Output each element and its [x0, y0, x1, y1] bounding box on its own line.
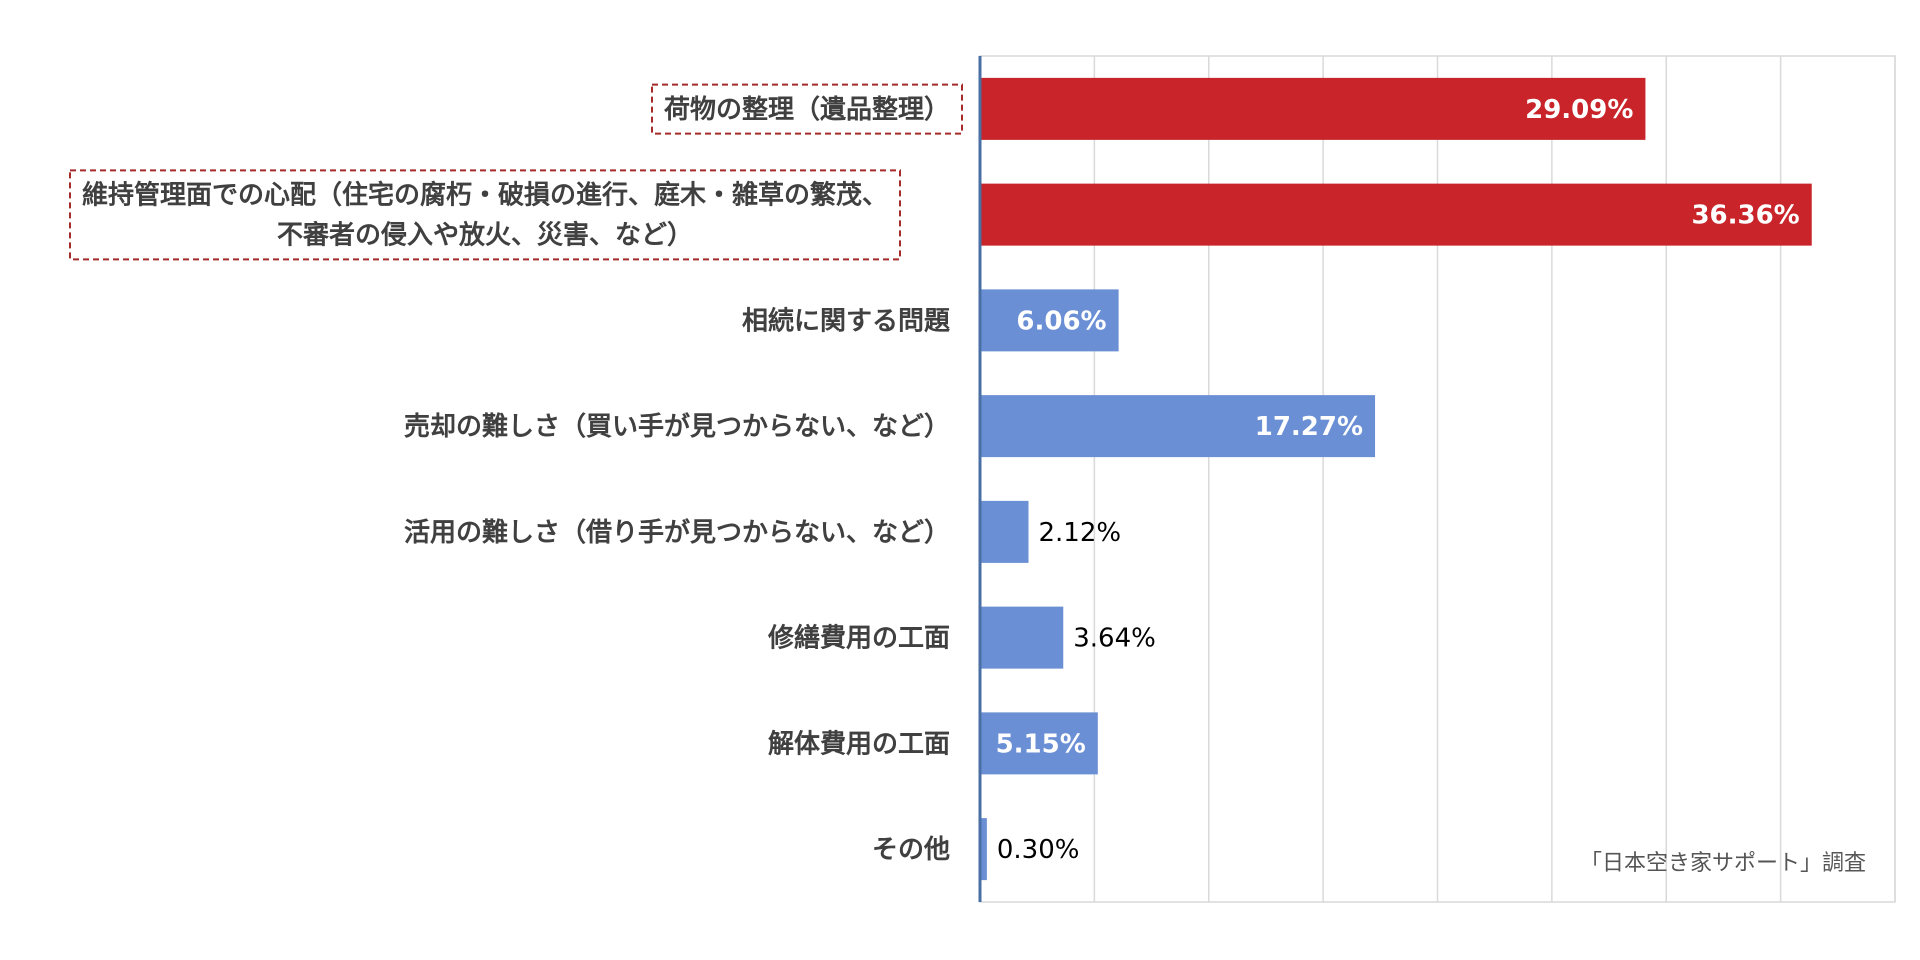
category-label-line: 不審者の侵入や放火、災害、など）: [277, 220, 693, 251]
data-label: 3.64%: [1073, 624, 1156, 654]
bar: [980, 289, 1119, 352]
category-label: 修繕費用の工面: [767, 623, 950, 654]
bar: [980, 183, 1812, 246]
category-label: 売却の難しさ（買い手が見つからない、など）: [404, 411, 950, 442]
source-note: 「日本空き家サポート」調査: [1579, 851, 1866, 876]
category-label-line: 活用の難しさ（借り手が見つからない、など）: [404, 517, 950, 548]
category-label: 活用の難しさ（借り手が見つからない、など）: [404, 517, 950, 548]
category-label: 解体費用の工面: [768, 729, 950, 759]
category-label-line: その他: [872, 835, 950, 865]
data-label: 6.06%: [1016, 306, 1106, 336]
bar: [980, 606, 1064, 669]
data-label: 29.09%: [1525, 95, 1633, 125]
highlight-box: [68, 169, 902, 261]
category-label: 維持管理面での心配（住宅の腐朽・破損の進行、庭木・雑草の繁茂、不審者の侵入や放火…: [82, 180, 888, 251]
data-label: 0.30%: [997, 835, 1080, 865]
highlight-box: [650, 83, 963, 135]
category-label-line: 相続に関する問題: [742, 305, 951, 336]
bar: [980, 500, 1029, 563]
category-label: 相続に関する問題: [742, 305, 951, 336]
category-label-line: 荷物の整理（遺品整理）: [664, 94, 950, 125]
category-label-line: 維持管理面での心配（住宅の腐朽・破損の進行、庭木・雑草の繁茂、: [82, 180, 888, 211]
category-label: 荷物の整理（遺品整理）: [664, 94, 950, 125]
bar: [980, 712, 1098, 775]
category-label-line: 売却の難しさ（買い手が見つからない、など）: [404, 411, 950, 442]
data-label: 36.36%: [1691, 201, 1799, 231]
category-label-line: 解体費用の工面: [768, 729, 950, 759]
bar: [980, 395, 1376, 458]
data-label: 2.12%: [1038, 518, 1121, 548]
category-label: その他: [872, 835, 950, 865]
category-label-line: 修繕費用の工面: [767, 623, 950, 654]
bar: [980, 77, 1646, 140]
bar: [980, 818, 987, 881]
data-label: 17.27%: [1255, 412, 1363, 442]
data-label: 5.15%: [996, 729, 1086, 759]
